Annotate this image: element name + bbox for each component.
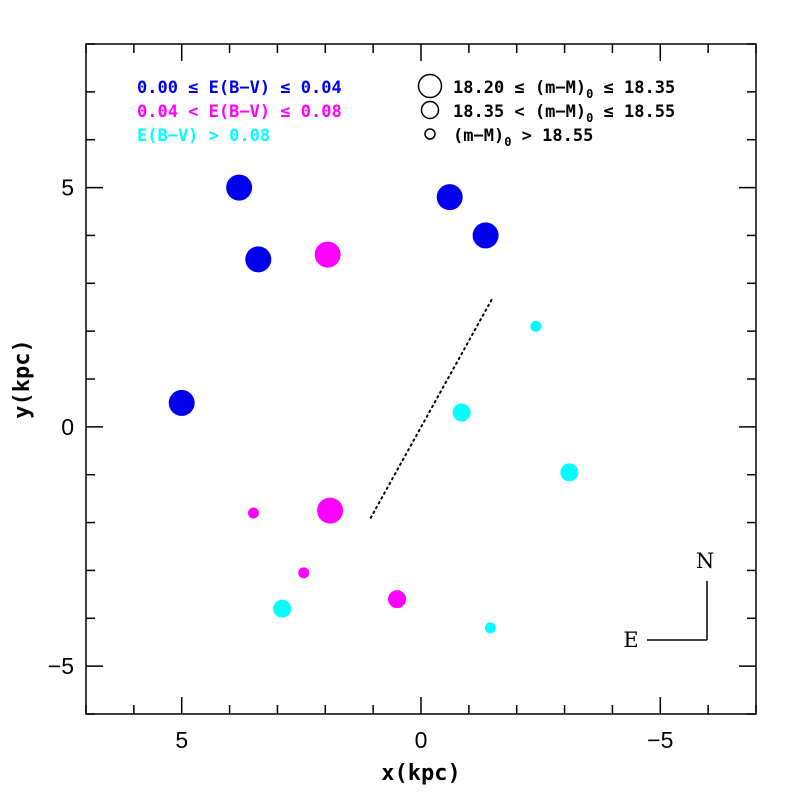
size-legend-near-post: ≤ 18.35 — [593, 78, 675, 98]
x-tick-label: 5 — [175, 727, 188, 753]
size-legend-far-sub: 0 — [504, 135, 511, 149]
tick-labels: 5 0 −5 5 0 −5 — [48, 175, 674, 753]
size-legend: 18.20 ≤ (m−M)0 ≤ 18.35 18.35 < (m−M)0 ≤ … — [417, 73, 675, 149]
x-axis-label: x(kpc) — [381, 761, 460, 786]
size-legend-marker-far — [424, 128, 436, 140]
size-legend-near-pre: 18.20 ≤ (m−M) — [453, 78, 586, 98]
data-point — [530, 320, 542, 332]
data-point — [452, 403, 471, 422]
data-point — [248, 507, 259, 519]
color-legend: 0.00 ≤ E(B−V) ≤ 0.04 0.04 < E(B−V) ≤ 0.0… — [137, 78, 342, 146]
data-point — [388, 590, 407, 609]
size-legend-far-pre: (m−M) — [453, 126, 504, 146]
data-point — [317, 497, 344, 524]
y-tick-label: 5 — [61, 175, 74, 201]
size-legend-mid-pre: 18.35 < (m−M) — [453, 102, 586, 122]
size-legend-near: 18.20 ≤ (m−M)0 ≤ 18.35 — [453, 78, 675, 101]
data-point — [168, 389, 195, 416]
data-point — [436, 184, 463, 211]
y-tick-label: 0 — [61, 414, 74, 440]
dotted-line-group — [369, 296, 494, 519]
data-point — [226, 174, 253, 201]
data-point — [484, 622, 496, 634]
data-point — [560, 463, 579, 482]
data-point — [298, 567, 310, 579]
color-legend-mid: 0.04 < E(B−V) ≤ 0.08 — [137, 102, 342, 122]
dotted-line — [369, 296, 494, 519]
data-point — [472, 222, 499, 249]
compass-north-label: N — [696, 549, 714, 573]
size-legend-far: (m−M)0 > 18.55 — [453, 126, 593, 149]
size-legend-mid: 18.35 < (m−M)0 ≤ 18.55 — [453, 102, 675, 125]
y-axis-label: y(kpc) — [10, 339, 35, 418]
axis-ticks — [85, 43, 757, 715]
size-legend-mid-sub: 0 — [586, 111, 593, 125]
size-legend-near-sub: 0 — [586, 87, 593, 101]
size-legend-marker-mid — [420, 100, 440, 120]
data-point — [273, 599, 292, 618]
y-tick-label: −5 — [48, 653, 74, 679]
data-points — [168, 174, 579, 634]
size-legend-far-post: > 18.55 — [511, 126, 593, 146]
x-tick-label: 0 — [415, 727, 428, 753]
color-legend-high: E(B−V) > 0.08 — [137, 126, 270, 146]
size-legend-mid-post: ≤ 18.55 — [593, 102, 675, 122]
data-point — [314, 241, 341, 268]
size-legend-marker-near — [417, 73, 443, 99]
color-legend-low: 0.00 ≤ E(B−V) ≤ 0.04 — [137, 78, 342, 98]
compass: N E — [623, 549, 714, 652]
compass-east-label: E — [623, 628, 638, 652]
data-point — [245, 246, 272, 273]
x-tick-label: −5 — [647, 727, 673, 753]
